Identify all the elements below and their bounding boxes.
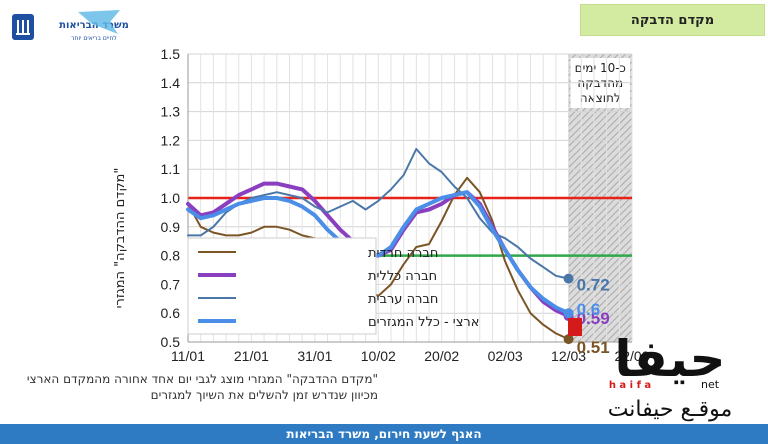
forecast-label-line: כ-10 ימים bbox=[575, 61, 626, 75]
footer-text: האגף לשעת חירום, משרד הבריאות bbox=[286, 427, 482, 441]
haifa-net-watermark: حيفا h a i f a net موقـع حيفانت bbox=[568, 318, 733, 422]
forecast-label-line: לתוצאה bbox=[580, 91, 621, 105]
x-tick-label: 02/03 bbox=[488, 348, 523, 364]
y-tick-label: 1.1 bbox=[161, 161, 181, 177]
ministry-logo: משרד הבריאות לחיים בריאים יותר bbox=[12, 10, 128, 42]
x-tick-label: 20/02 bbox=[424, 348, 459, 364]
footnote-line-2: מכיוון שנדרש זמן להשלים את השיוך למגזרים bbox=[150, 388, 378, 402]
series-line bbox=[186, 190, 571, 316]
legend-label: ארצי - כלל המגזרים bbox=[368, 315, 479, 330]
series-end-label: 0.59 bbox=[577, 309, 610, 328]
y-tick-label: 1.5 bbox=[161, 46, 181, 62]
y-tick-label: 0.5 bbox=[161, 334, 181, 350]
series-end-label: 0.72 bbox=[577, 276, 610, 295]
watermark-brand: حيفا bbox=[614, 330, 725, 388]
series-end-point bbox=[563, 273, 574, 284]
series-end-label: 0.6 bbox=[577, 300, 601, 319]
legend-label: חברה חרדית bbox=[368, 246, 438, 261]
watermark-sub: h a i f a bbox=[609, 380, 651, 391]
watermark-red-mark bbox=[568, 318, 582, 336]
y-tick-label: 0.6 bbox=[161, 305, 181, 321]
page-title: מקדם הדבקה bbox=[580, 4, 765, 36]
legend-label: חברה כללית bbox=[368, 269, 437, 284]
series-end-point bbox=[563, 308, 574, 319]
x-tick-label: 11/01 bbox=[171, 348, 205, 364]
ministry-logo-tagline: לחיים בריאים יותר bbox=[71, 35, 117, 42]
x-tick-label: 10/02 bbox=[361, 348, 396, 364]
series-end-point bbox=[563, 334, 574, 345]
watermark-suffix: net bbox=[701, 378, 720, 391]
footnote-line-1: "מקדם ההדבקה" המגזרי מוצג לגבי יום אחד א… bbox=[26, 372, 378, 386]
legend-box bbox=[187, 237, 377, 335]
x-tick-label: 22/03 bbox=[614, 348, 649, 364]
y-tick-label: 1.2 bbox=[161, 132, 181, 148]
y-tick-label: 0.7 bbox=[161, 276, 181, 292]
y-tick-label: 1.3 bbox=[161, 104, 181, 120]
footer-bar: האגף לשעת חירום, משרד הבריאות bbox=[0, 424, 768, 444]
x-tick-label: 21/01 bbox=[234, 348, 269, 364]
watermark-tagline: موقـع حيفانت bbox=[608, 397, 733, 422]
y-tick-label: 1.4 bbox=[161, 75, 181, 91]
ministry-logo-text: משרד הבריאות bbox=[59, 20, 128, 31]
x-tick-label: 12/03 bbox=[551, 348, 586, 364]
series-line bbox=[187, 176, 570, 341]
x-tick-label: 31/01 bbox=[297, 348, 332, 364]
series-line bbox=[187, 148, 570, 280]
legend-label: חברה ערבית bbox=[368, 292, 438, 307]
y-axis-label: "מקדם ההדבקה" המגזרי bbox=[113, 168, 128, 309]
logo-swoosh-icon bbox=[78, 10, 120, 34]
y-tick-label: 1.0 bbox=[161, 190, 181, 206]
y-tick-label: 0.9 bbox=[161, 219, 181, 235]
y-tick-label: 0.8 bbox=[161, 248, 181, 264]
series-end-label: 0.51 bbox=[577, 338, 610, 357]
